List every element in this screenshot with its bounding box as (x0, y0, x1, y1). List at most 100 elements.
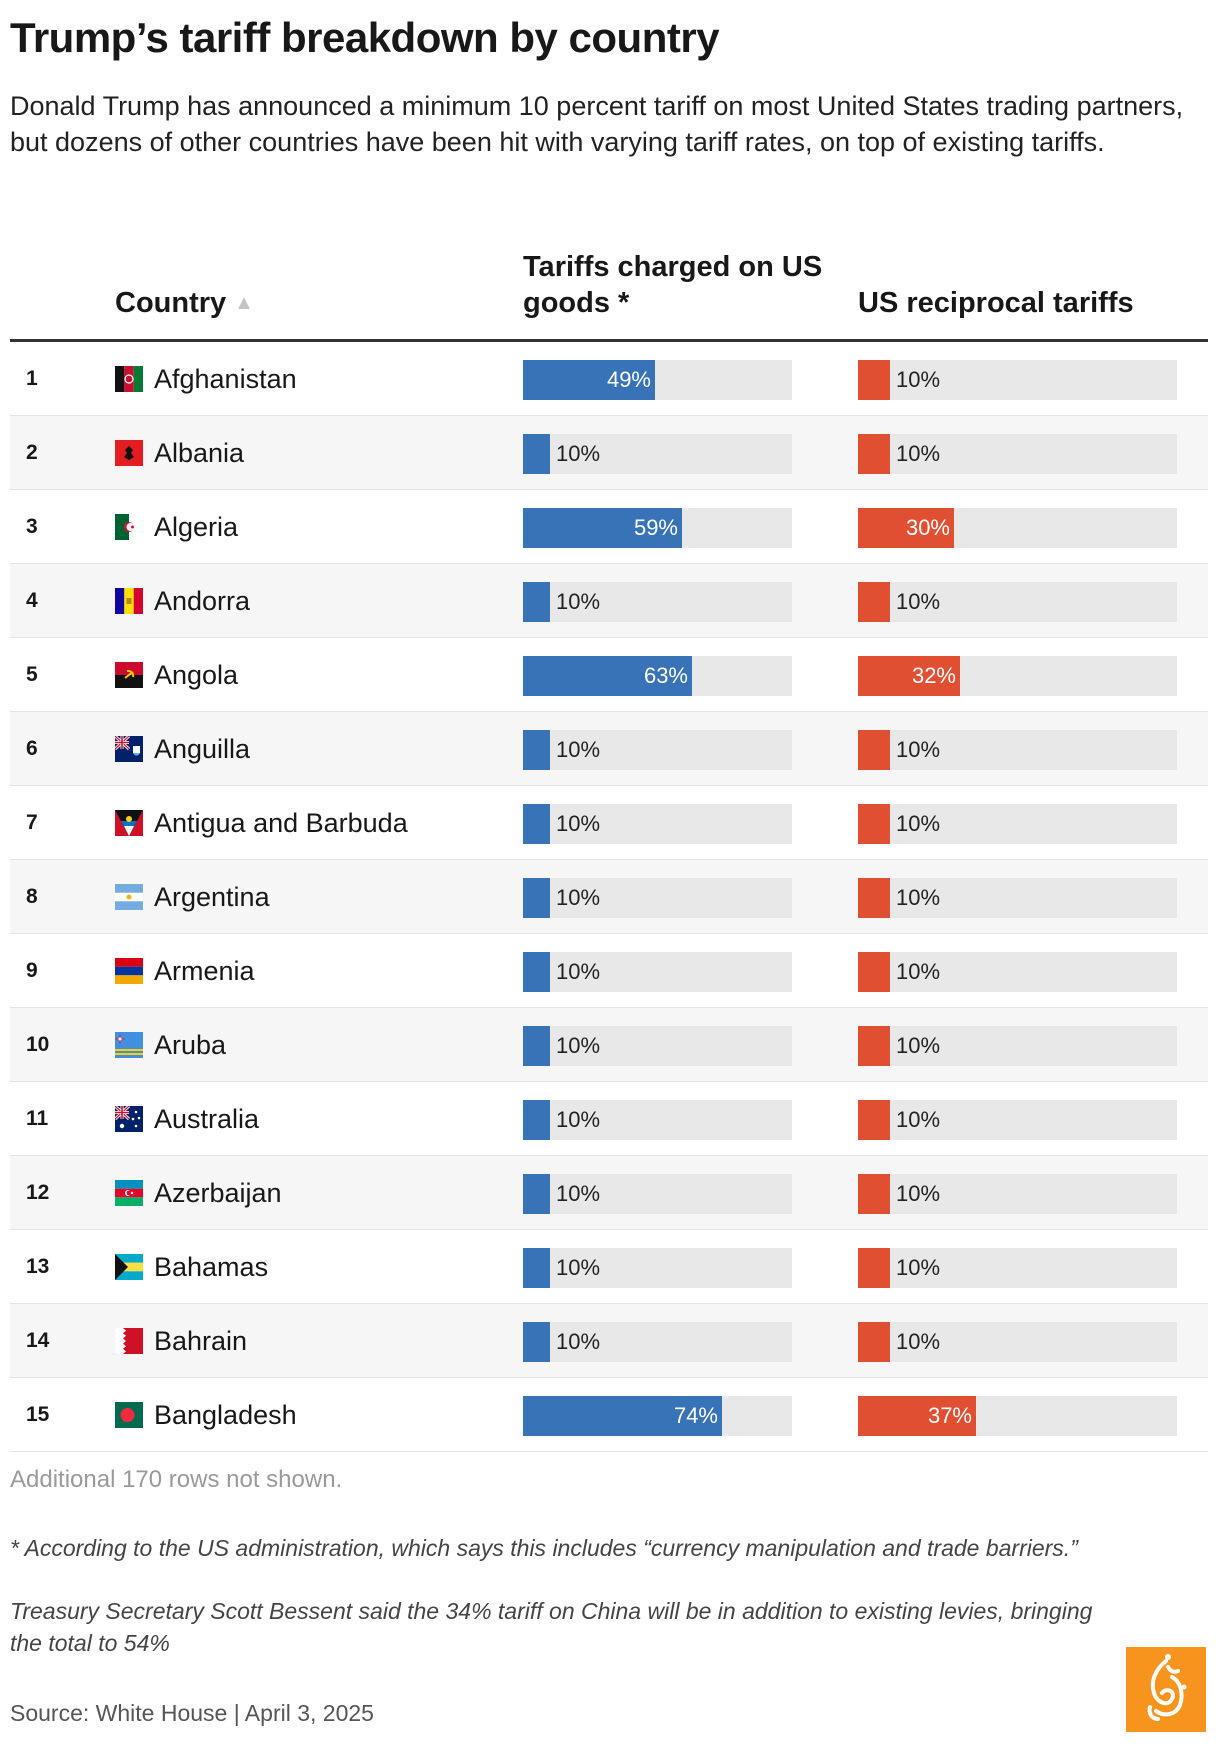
country-flag-icon (115, 1032, 143, 1058)
country-name: Anguilla (154, 734, 251, 764)
us-goods-value-label: 10% (556, 1033, 601, 1058)
source-line: Source: White House | April 3, 2025 (10, 1700, 374, 1726)
country-flag-icon (115, 366, 143, 392)
us-goods-bar[interactable] (523, 1396, 722, 1436)
country-name: Afghanistan (154, 364, 297, 394)
us-goods-bar[interactable] (523, 508, 682, 548)
country-flag-icon (115, 810, 143, 836)
country-flag-icon (115, 514, 143, 540)
us-goods-bar[interactable] (523, 952, 550, 992)
table-row[interactable]: 4 Andorra 10% 10% (10, 564, 1208, 638)
country-flag-icon (115, 440, 143, 466)
table-row[interactable]: 9 Armenia 10% 10% (10, 934, 1208, 1008)
country-flag-icon (115, 1254, 143, 1280)
reciprocal-bar-track: 10% (858, 1100, 1177, 1140)
us-goods-bar[interactable] (523, 434, 550, 474)
reciprocal-bar-track: 10% (858, 1174, 1177, 1214)
table-row[interactable]: 2 Albania 10% 10% (10, 416, 1208, 490)
us-goods-bar-track: 10% (523, 804, 792, 844)
row-rank: 12 (26, 1181, 50, 1204)
us-goods-value-label: 10% (556, 1255, 601, 1280)
table-row[interactable]: 7 Antigua and Barbuda 10% 10% (10, 786, 1208, 860)
table-row[interactable]: 6 Anguilla 10% 10% (10, 712, 1208, 786)
us-goods-bar[interactable] (523, 1322, 550, 1362)
country-name: Bahamas (154, 1252, 269, 1282)
footnote-china: Treasury Secretary Scott Bessent said th… (10, 1598, 1093, 1656)
reciprocal-bar[interactable] (858, 878, 890, 918)
reciprocal-value-label: 10% (896, 589, 941, 614)
us-goods-bar[interactable] (523, 1100, 550, 1140)
country-flag-icon (115, 662, 143, 688)
reciprocal-bar[interactable] (858, 508, 954, 548)
reciprocal-bar[interactable] (858, 1174, 890, 1214)
us-goods-bar[interactable] (523, 1174, 550, 1214)
reciprocal-value-label: 10% (896, 959, 941, 984)
table-row[interactable]: 1 Afghanistan 49% 10% (10, 342, 1208, 416)
us-goods-bar-track: 10% (523, 878, 792, 918)
reciprocal-bar[interactable] (858, 1248, 890, 1288)
reciprocal-value-label: 10% (896, 1107, 941, 1132)
reciprocal-bar-track: 10% (858, 1248, 1177, 1288)
reciprocal-bar-track: 30% (858, 508, 1177, 548)
reciprocal-bar[interactable] (858, 804, 890, 844)
us-goods-bar-track: 63% (523, 656, 792, 696)
column-header-country[interactable]: Country ▲ (115, 285, 254, 321)
reciprocal-value-label: 10% (896, 737, 941, 762)
us-goods-bar[interactable] (523, 804, 550, 844)
us-goods-bar[interactable] (523, 1026, 550, 1066)
us-goods-bar[interactable] (523, 582, 550, 622)
chart-title: Trump’s tariff breakdown by country (10, 14, 720, 61)
column-header-us-goods[interactable]: Tariffs charged on US goods * (523, 251, 823, 319)
us-goods-bar[interactable] (523, 656, 692, 696)
us-goods-value-label: 10% (556, 1107, 601, 1132)
reciprocal-bar[interactable] (858, 434, 890, 474)
table-row[interactable]: 5 Angola 63% 32% (10, 638, 1208, 712)
table-row[interactable]: 15 Bangladesh 74% 37% (10, 1378, 1208, 1452)
us-goods-bar[interactable] (523, 360, 655, 400)
additional-rows-note: Additional 170 rows not shown. (10, 1466, 343, 1493)
country-flag-icon (115, 1328, 143, 1354)
table-row[interactable]: 14 Bahrain 10% 10% (10, 1304, 1208, 1378)
table-row[interactable]: 12 Azerbaijan 10% 10% (10, 1156, 1208, 1230)
sort-ascending-icon[interactable]: ▲ (234, 292, 254, 314)
reciprocal-value-label: 32% (911, 663, 956, 688)
country-name: Argentina (154, 882, 270, 912)
country-flag-icon (115, 588, 143, 614)
table-row[interactable]: 10 Aruba 10% 10% (10, 1008, 1208, 1082)
us-goods-bar-track: 10% (523, 1026, 792, 1066)
table-row[interactable]: 3 Algeria 59% 30% (10, 490, 1208, 564)
reciprocal-bar[interactable] (858, 1100, 890, 1140)
row-rank: 13 (26, 1255, 50, 1278)
us-goods-bar[interactable] (523, 1248, 550, 1288)
column-header-reciprocal[interactable]: US reciprocal tariffs (858, 287, 1134, 319)
us-goods-bar-track: 59% (523, 508, 792, 548)
us-goods-value-label: 10% (556, 1329, 601, 1354)
us-goods-value-label: 10% (556, 811, 601, 836)
country-name: Aruba (154, 1030, 227, 1060)
reciprocal-bar-track: 10% (858, 1322, 1177, 1362)
us-goods-bar[interactable] (523, 730, 550, 770)
country-flag-icon (115, 884, 143, 910)
reciprocal-bar[interactable] (858, 582, 890, 622)
reciprocal-bar[interactable] (858, 656, 960, 696)
row-rank: 11 (26, 1107, 49, 1130)
row-rank: 9 (26, 959, 38, 982)
reciprocal-bar[interactable] (858, 360, 890, 400)
reciprocal-bar[interactable] (858, 730, 890, 770)
table-row[interactable]: 11 Australia 10% 10% (10, 1082, 1208, 1156)
reciprocal-value-label: 10% (896, 1329, 941, 1354)
reciprocal-bar[interactable] (858, 1026, 890, 1066)
table-row[interactable]: 13 Bahamas 10% 10% (10, 1230, 1208, 1304)
reciprocal-bar[interactable] (858, 1396, 976, 1436)
table-row[interactable]: 8 Argentina 10% 10% (10, 860, 1208, 934)
us-goods-bar[interactable] (523, 878, 550, 918)
reciprocal-value-label: 10% (896, 1033, 941, 1058)
reciprocal-value-label: 10% (896, 811, 941, 836)
reciprocal-bar[interactable] (858, 1322, 890, 1362)
country-name: Azerbaijan (154, 1178, 282, 1208)
us-goods-bar-track: 10% (523, 582, 792, 622)
country-flag-icon (115, 736, 143, 762)
reciprocal-bar[interactable] (858, 952, 890, 992)
reciprocal-bar-track: 10% (858, 360, 1177, 400)
us-goods-bar-track: 10% (523, 1174, 792, 1214)
